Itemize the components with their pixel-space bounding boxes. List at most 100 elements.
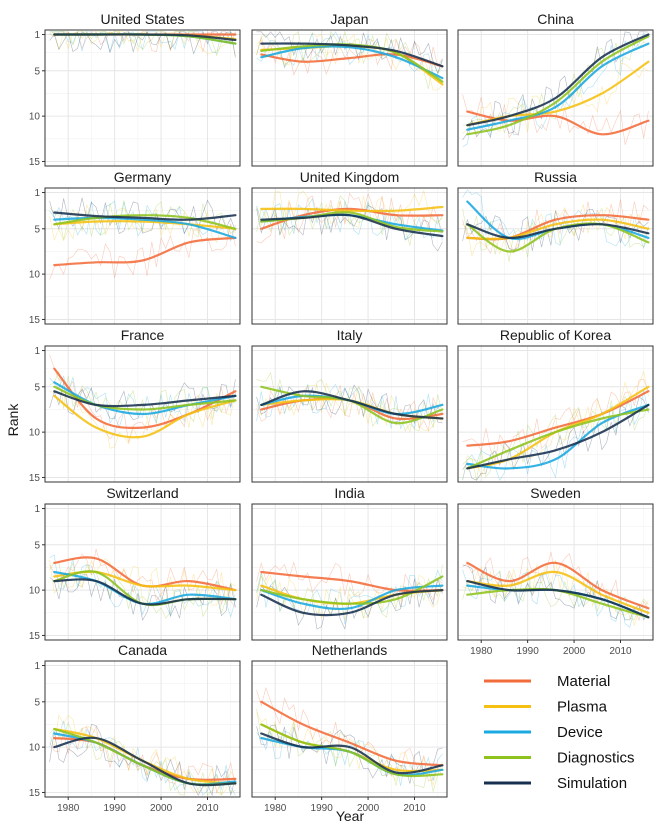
series-line-diagnostics (53, 214, 237, 230)
panel-border (251, 187, 448, 325)
series-line-simulation (53, 736, 237, 787)
facet-title: Canada (118, 642, 167, 658)
y-tick-label: 5 (34, 224, 40, 235)
trace-simulation (49, 197, 236, 235)
trace-device (49, 554, 236, 618)
y-tick-label: 5 (34, 382, 40, 393)
facet-title: Switzerland (106, 485, 178, 501)
series-line-simulation (53, 390, 237, 408)
y-tick-label: 1 (34, 30, 40, 41)
trace-material (49, 548, 236, 608)
facet-italy: Italy (251, 327, 448, 483)
series-line-material (466, 390, 650, 447)
x-tick-label: 2000 (563, 646, 586, 657)
facet-china: China (457, 11, 654, 167)
y-tick-label: 15 (29, 631, 41, 642)
y-tick-label: 15 (29, 788, 41, 799)
series-line-simulation (466, 223, 650, 240)
trace-diagnostics (256, 371, 443, 432)
y-tick-label: 1 (34, 661, 40, 672)
series-line-diagnostics (53, 385, 237, 411)
series-line-plasma (53, 394, 237, 439)
trace-device (49, 375, 236, 428)
series-line-simulation (466, 580, 650, 619)
series-line-device (466, 42, 650, 131)
series-line-material (260, 570, 444, 592)
plot-background (45, 188, 240, 324)
series-line-simulation (466, 403, 650, 470)
trace-diagnostics (49, 200, 236, 240)
legend-label: Plasma (557, 699, 608, 716)
trace-simulation (256, 204, 443, 252)
facet-sweden: Sweden 1980 1990 2000 2010 (457, 485, 654, 657)
panel-border (457, 345, 654, 483)
x-tick-label: 2010 (196, 803, 219, 814)
series-line-material (53, 367, 237, 430)
series-line-material (466, 561, 650, 610)
trace-device (462, 189, 649, 250)
trace-simulation (462, 31, 649, 141)
legend-item-device: Device (484, 724, 603, 741)
series-line-plasma (260, 205, 444, 213)
plot-background (252, 504, 447, 640)
series-line-plasma (466, 218, 650, 240)
panel-border (251, 29, 448, 167)
trace-device (256, 31, 443, 75)
y-tick-label: 15 (29, 157, 41, 168)
trace-device (49, 200, 236, 242)
x-tick-label: 1980 (57, 803, 80, 814)
panel-border (457, 29, 654, 167)
series-line-device (53, 381, 237, 416)
series-line-simulation (260, 390, 444, 420)
facet-title: Germany (114, 169, 172, 185)
y-tick-label: 15 (29, 473, 41, 484)
trace-diagnostics (462, 395, 649, 481)
facet-united-kingdom: United Kingdom (251, 169, 448, 325)
trace-plasma (256, 571, 443, 621)
trace-diagnostics (49, 370, 236, 424)
trace-plasma (49, 30, 236, 55)
series-line-diagnostics (466, 35, 650, 136)
series-line-diagnostics (260, 723, 444, 778)
panel-border (251, 345, 448, 483)
plot-background (458, 188, 653, 324)
legend-label: Device (557, 724, 603, 741)
facet-republic-of-korea: Republic of Korea (457, 327, 654, 483)
x-tick-label: 1990 (311, 803, 334, 814)
y-tick-label: 15 (29, 315, 41, 326)
series-line-material (260, 700, 444, 767)
facet-title: Russia (534, 169, 577, 185)
trace-material (49, 725, 236, 794)
trace-material (256, 385, 443, 432)
facet-russia: Russia (457, 169, 654, 325)
facet-title: Japan (330, 11, 368, 27)
facet-title: Republic of Korea (500, 327, 612, 343)
y-tick-label: 1 (34, 504, 40, 515)
facet-title: Netherlands (312, 642, 388, 658)
series-line-simulation (53, 33, 237, 42)
series-line-diagnostics (466, 408, 650, 470)
legend: Material Plasma Device Diagnostics Simulatio… (484, 673, 635, 792)
panel-border (44, 503, 241, 641)
panel-border (251, 660, 448, 798)
series-line-simulation (466, 33, 650, 127)
facet-title: India (334, 485, 365, 501)
y-tick-label: 1 (34, 188, 40, 199)
y-tick-label: 10 (29, 112, 41, 123)
x-tick-label: 2010 (403, 803, 426, 814)
facet-india: India (251, 485, 448, 641)
y-tick-label: 1 (34, 346, 40, 357)
facet-japan: Japan (251, 11, 448, 167)
series-line-simulation (260, 732, 444, 775)
x-tick-label: 1990 (517, 646, 540, 657)
series-line-device (260, 45, 444, 80)
trace-material (49, 31, 236, 53)
series-line-material (53, 236, 237, 267)
series-line-device (260, 584, 444, 611)
panel-border (44, 660, 241, 798)
series-line-simulation (260, 589, 444, 617)
